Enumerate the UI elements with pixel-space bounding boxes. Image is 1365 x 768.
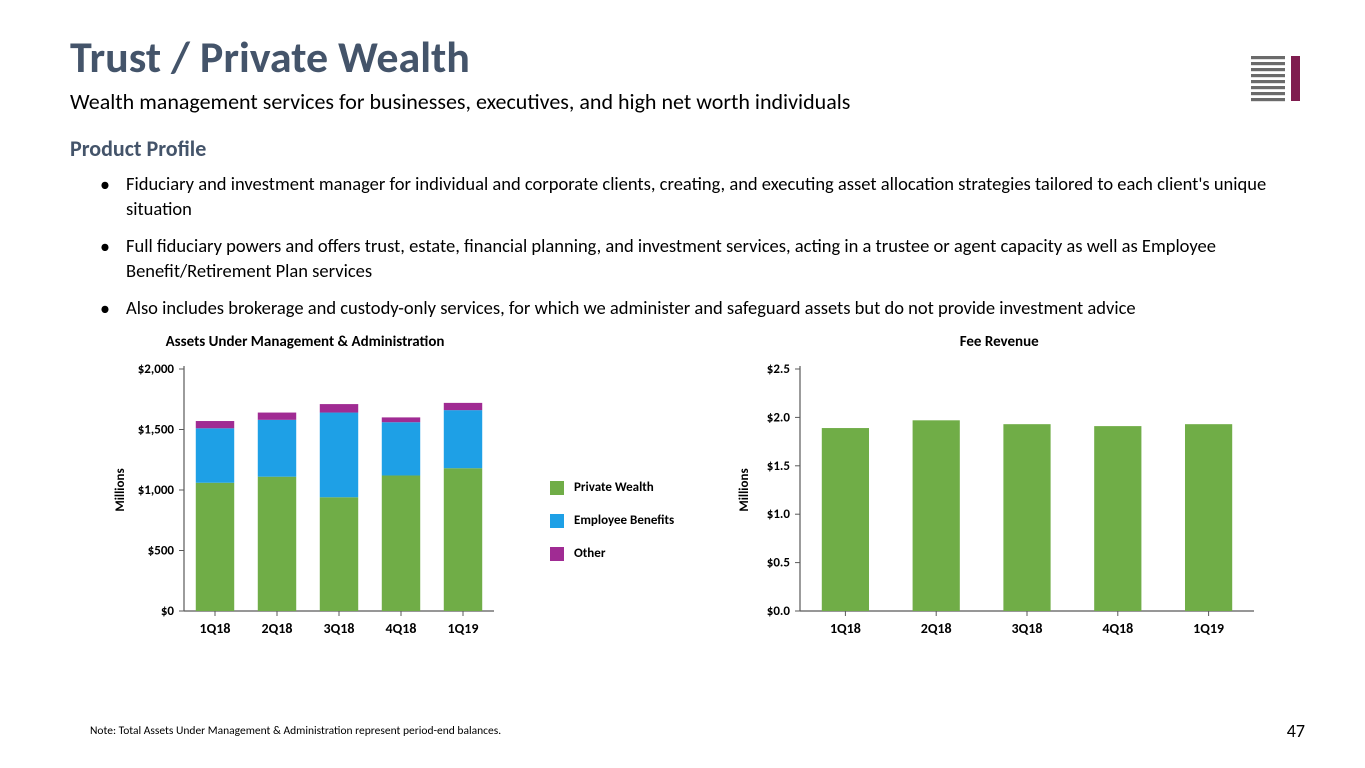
svg-text:$2,000: $2,000 — [138, 362, 175, 377]
svg-text:$0: $0 — [161, 604, 175, 619]
legend-label: Employee Benefits — [574, 513, 674, 528]
svg-text:$500: $500 — [148, 543, 175, 558]
legend-swatch — [550, 547, 564, 561]
svg-text:4Q18: 4Q18 — [386, 620, 417, 637]
svg-text:2Q18: 2Q18 — [262, 620, 293, 637]
legend-swatch — [550, 514, 564, 528]
svg-text:3Q18: 3Q18 — [324, 620, 355, 637]
svg-text:$0.0: $0.0 — [767, 604, 791, 619]
slide-subtitle: Wealth management services for businesse… — [70, 88, 1295, 115]
section-heading: Product Profile — [70, 135, 1295, 162]
slide-title: Trust / Private Wealth — [70, 30, 1295, 84]
fee-chart: $0.0 $0.5 $1.0 $1.5 $2.0 $2.5 1Q18 2Q18 3Q18 4Q18… — [734, 359, 1264, 649]
svg-text:1Q19: 1Q19 — [1193, 620, 1224, 637]
slide: Trust / Private Wealth Wealth management… — [0, 0, 1365, 768]
svg-text:$2.0: $2.0 — [767, 410, 791, 425]
bullet-item: Fiduciary and investment manager for ind… — [100, 172, 1295, 222]
svg-text:4Q18: 4Q18 — [1103, 620, 1134, 637]
bullet-list: Fiduciary and investment manager for ind… — [70, 172, 1295, 321]
legend-swatch — [550, 481, 564, 495]
legend-label: Private Wealth — [574, 480, 654, 495]
company-logo — [1245, 50, 1305, 115]
svg-text:$0.5: $0.5 — [767, 555, 790, 570]
svg-text:$2.5: $2.5 — [767, 362, 790, 377]
legend-item-private-wealth: Private Wealth — [550, 480, 674, 495]
svg-text:$1,000: $1,000 — [138, 483, 175, 498]
legend-item-other: Other — [550, 546, 674, 561]
aum-chart-block: Assets Under Management & Administration… — [110, 333, 500, 649]
chart-legend: Private Wealth Employee Benefits Other — [530, 333, 674, 649]
svg-text:3Q18: 3Q18 — [1012, 620, 1043, 637]
bullet-item: Full fiduciary powers and offers trust, … — [100, 234, 1295, 284]
svg-text:$1.5: $1.5 — [767, 459, 790, 474]
svg-text:1Q19: 1Q19 — [448, 620, 479, 637]
bullet-item: Also includes brokerage and custody-only… — [100, 296, 1295, 321]
logo-stripes — [1251, 56, 1285, 101]
svg-text:2Q18: 2Q18 — [921, 620, 952, 637]
svg-text:$1.0: $1.0 — [767, 507, 791, 522]
svg-text:Millions: Millions — [113, 468, 128, 511]
fee-chart-block: Fee Revenue $0.0 $0.5 $1.0 $1.5 $2.0 $2.5 1Q18… — [734, 333, 1264, 649]
fee-chart-title: Fee Revenue — [960, 333, 1039, 351]
charts-row: Assets Under Management & Administration… — [70, 333, 1295, 649]
footnote: Note: Total Assets Under Management & Ad… — [90, 724, 501, 738]
logo-bar — [1291, 56, 1300, 101]
svg-text:1Q18: 1Q18 — [830, 620, 861, 637]
svg-text:Millions: Millions — [737, 468, 752, 511]
page-number: 47 — [1287, 720, 1305, 742]
aum-chart: $0 $500 $1,000 $1,500 $2,000 1Q18 2Q18 3Q18 4Q18… — [110, 359, 500, 649]
aum-chart-title: Assets Under Management & Administration — [166, 333, 445, 351]
legend-label: Other — [574, 546, 605, 561]
svg-text:1Q18: 1Q18 — [200, 620, 231, 637]
svg-text:$1,500: $1,500 — [138, 422, 175, 437]
legend-item-employee-benefits: Employee Benefits — [550, 513, 674, 528]
